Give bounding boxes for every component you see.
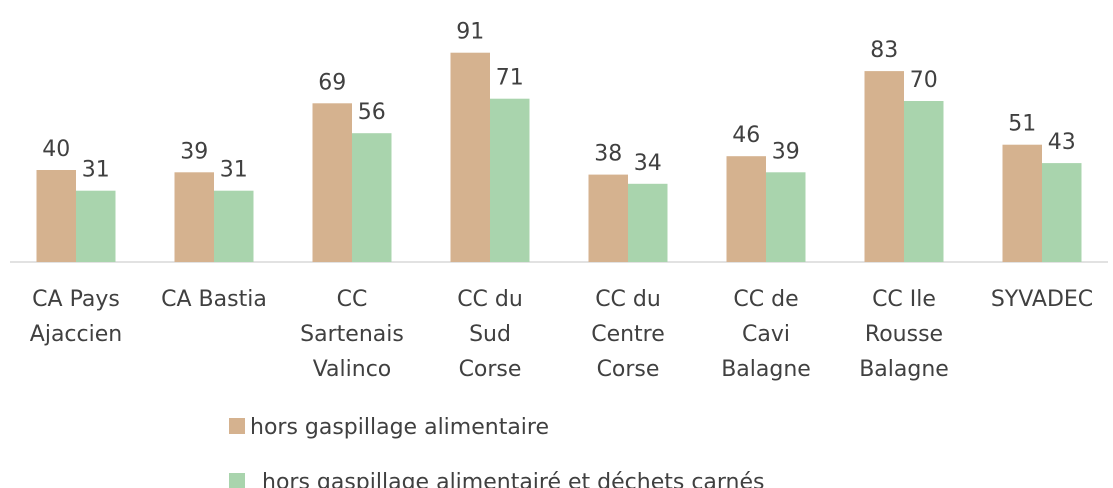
bar xyxy=(904,101,944,262)
value-label: 91 xyxy=(456,20,484,45)
value-label: 83 xyxy=(870,38,898,63)
bar xyxy=(312,103,352,262)
bar xyxy=(214,190,254,262)
x-tick-label: CC de Cavi Balagne xyxy=(721,287,811,382)
bar xyxy=(726,156,766,262)
bar xyxy=(864,71,904,262)
value-label: 31 xyxy=(82,158,110,183)
bar xyxy=(1042,163,1082,262)
bar xyxy=(450,52,490,263)
bar xyxy=(628,183,668,262)
x-tick-label: CA Pays Ajaccien xyxy=(29,287,123,347)
legend-label: hors gaspillage alimentairé et déchets c… xyxy=(262,470,765,488)
bar xyxy=(352,133,392,262)
value-label: 51 xyxy=(1008,112,1036,137)
bar xyxy=(766,172,806,262)
value-label: 56 xyxy=(358,100,386,125)
bar xyxy=(588,174,628,262)
legend-label: hors gaspillage alimentaire xyxy=(250,415,549,440)
value-label: 39 xyxy=(180,139,208,164)
legend-swatch xyxy=(229,418,245,434)
bar xyxy=(490,98,530,262)
value-label: 38 xyxy=(594,142,622,167)
bar xyxy=(76,190,116,262)
value-label: 43 xyxy=(1048,130,1076,155)
value-label: 46 xyxy=(732,123,760,148)
bar xyxy=(36,170,76,262)
bar xyxy=(1002,144,1042,262)
x-tick-label: SYVADEC xyxy=(990,287,1094,312)
value-label: 34 xyxy=(634,151,662,176)
value-label: 40 xyxy=(42,137,70,162)
x-tick-label: CC Sartenais Valinco xyxy=(300,287,404,382)
x-tick-label: CC du Sud Corse xyxy=(457,287,523,382)
x-tick-label: CA Bastia xyxy=(161,287,267,312)
x-tick-label: CC du Centre Corse xyxy=(591,287,665,382)
value-label: 39 xyxy=(772,139,800,164)
legend-swatch xyxy=(229,473,245,488)
value-label: 70 xyxy=(910,68,938,93)
value-label: 31 xyxy=(220,158,248,183)
value-label: 69 xyxy=(318,70,346,95)
x-tick-label: CC Ile Rousse Balagne xyxy=(859,287,949,382)
value-label: 71 xyxy=(496,66,524,91)
bar xyxy=(174,172,214,262)
